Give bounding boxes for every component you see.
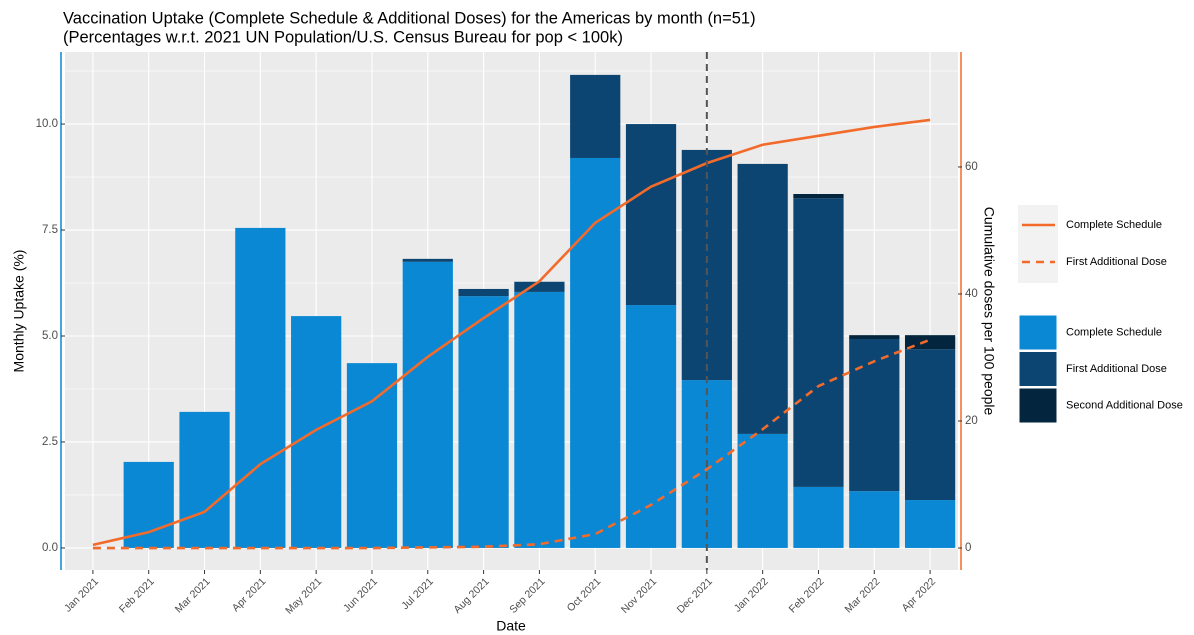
bar <box>849 491 900 548</box>
bar <box>849 338 900 492</box>
x-tick-label: Apr 2021 <box>230 575 269 614</box>
bar <box>514 281 565 292</box>
legend-label: First Additional Dose <box>1066 256 1167 268</box>
bar <box>625 305 677 548</box>
legend-key-bg <box>1018 205 1058 283</box>
y-tick-label: 0.0 <box>42 542 58 554</box>
x-tick-label: Jan 2022 <box>732 575 771 614</box>
bar <box>570 74 621 158</box>
chart-subtitle: (Percentages w.r.t. 2021 UN Population/U… <box>63 28 623 46</box>
bar <box>458 288 509 297</box>
bar <box>458 296 509 548</box>
legend-key <box>1018 351 1058 387</box>
bar <box>904 349 956 501</box>
legend-label: First Additional Dose <box>1066 363 1167 375</box>
x-tick-label: Mar 2021 <box>173 575 213 615</box>
y-tick-label: 10.0 <box>36 118 58 130</box>
bar <box>235 227 286 548</box>
bar <box>904 500 956 548</box>
x-tick-label: Sep 2021 <box>507 575 547 615</box>
line <box>92 118 931 547</box>
x-tick-label: Aug 2021 <box>451 575 491 615</box>
bar <box>737 433 788 548</box>
bar <box>514 291 565 548</box>
bar <box>625 124 677 306</box>
bar <box>179 411 230 548</box>
x-axis-title: Date <box>496 618 526 634</box>
bar <box>904 335 956 350</box>
x-tick-label: Apr 2022 <box>900 575 939 614</box>
x-tick-label: Feb 2021 <box>117 575 157 615</box>
bar <box>793 198 844 487</box>
y2-axis-title: Cumulative doses per 100 people <box>981 207 997 416</box>
chart-title: Vaccination Uptake (Complete Schedule & … <box>63 9 756 27</box>
legend-label: Complete Schedule <box>1066 219 1162 231</box>
y2-tick-label: 0 <box>965 542 971 554</box>
x-tick-label: Jan 2021 <box>62 575 101 614</box>
bar <box>402 258 453 262</box>
bar <box>346 363 398 548</box>
x-tick-label: Nov 2021 <box>619 575 659 615</box>
legend-label: Complete Schedule <box>1066 326 1162 338</box>
y-tick-label: 2.5 <box>42 436 58 448</box>
y2-tick-label: 20 <box>965 415 978 427</box>
x-tick-label: Oct 2021 <box>565 575 604 614</box>
bar <box>737 163 788 434</box>
legend-key <box>1018 314 1058 351</box>
bar <box>291 316 342 548</box>
x-tick-label: Jun 2021 <box>341 575 380 614</box>
bar <box>402 261 453 548</box>
bar <box>123 461 174 548</box>
bar <box>570 157 621 548</box>
y2-tick-label: 60 <box>965 161 978 173</box>
x-tick-label: May 2021 <box>283 575 324 616</box>
y-axis-title: Monthly Uptake (%) <box>11 250 27 373</box>
bar <box>793 194 844 199</box>
legend-key <box>1018 387 1058 424</box>
x-tick-label: Jul 2021 <box>399 575 436 612</box>
bar <box>849 335 900 339</box>
x-tick-label: Feb 2022 <box>787 575 827 615</box>
legend-label: Second Additional Dose <box>1066 399 1183 411</box>
x-tick-label: Mar 2022 <box>843 575 883 615</box>
y-tick-label: 7.5 <box>42 224 58 236</box>
y2-tick-label: 40 <box>965 288 978 300</box>
x-tick-label: Dec 2021 <box>675 575 715 615</box>
bar <box>793 486 844 548</box>
y-tick-label: 5.0 <box>42 330 58 342</box>
